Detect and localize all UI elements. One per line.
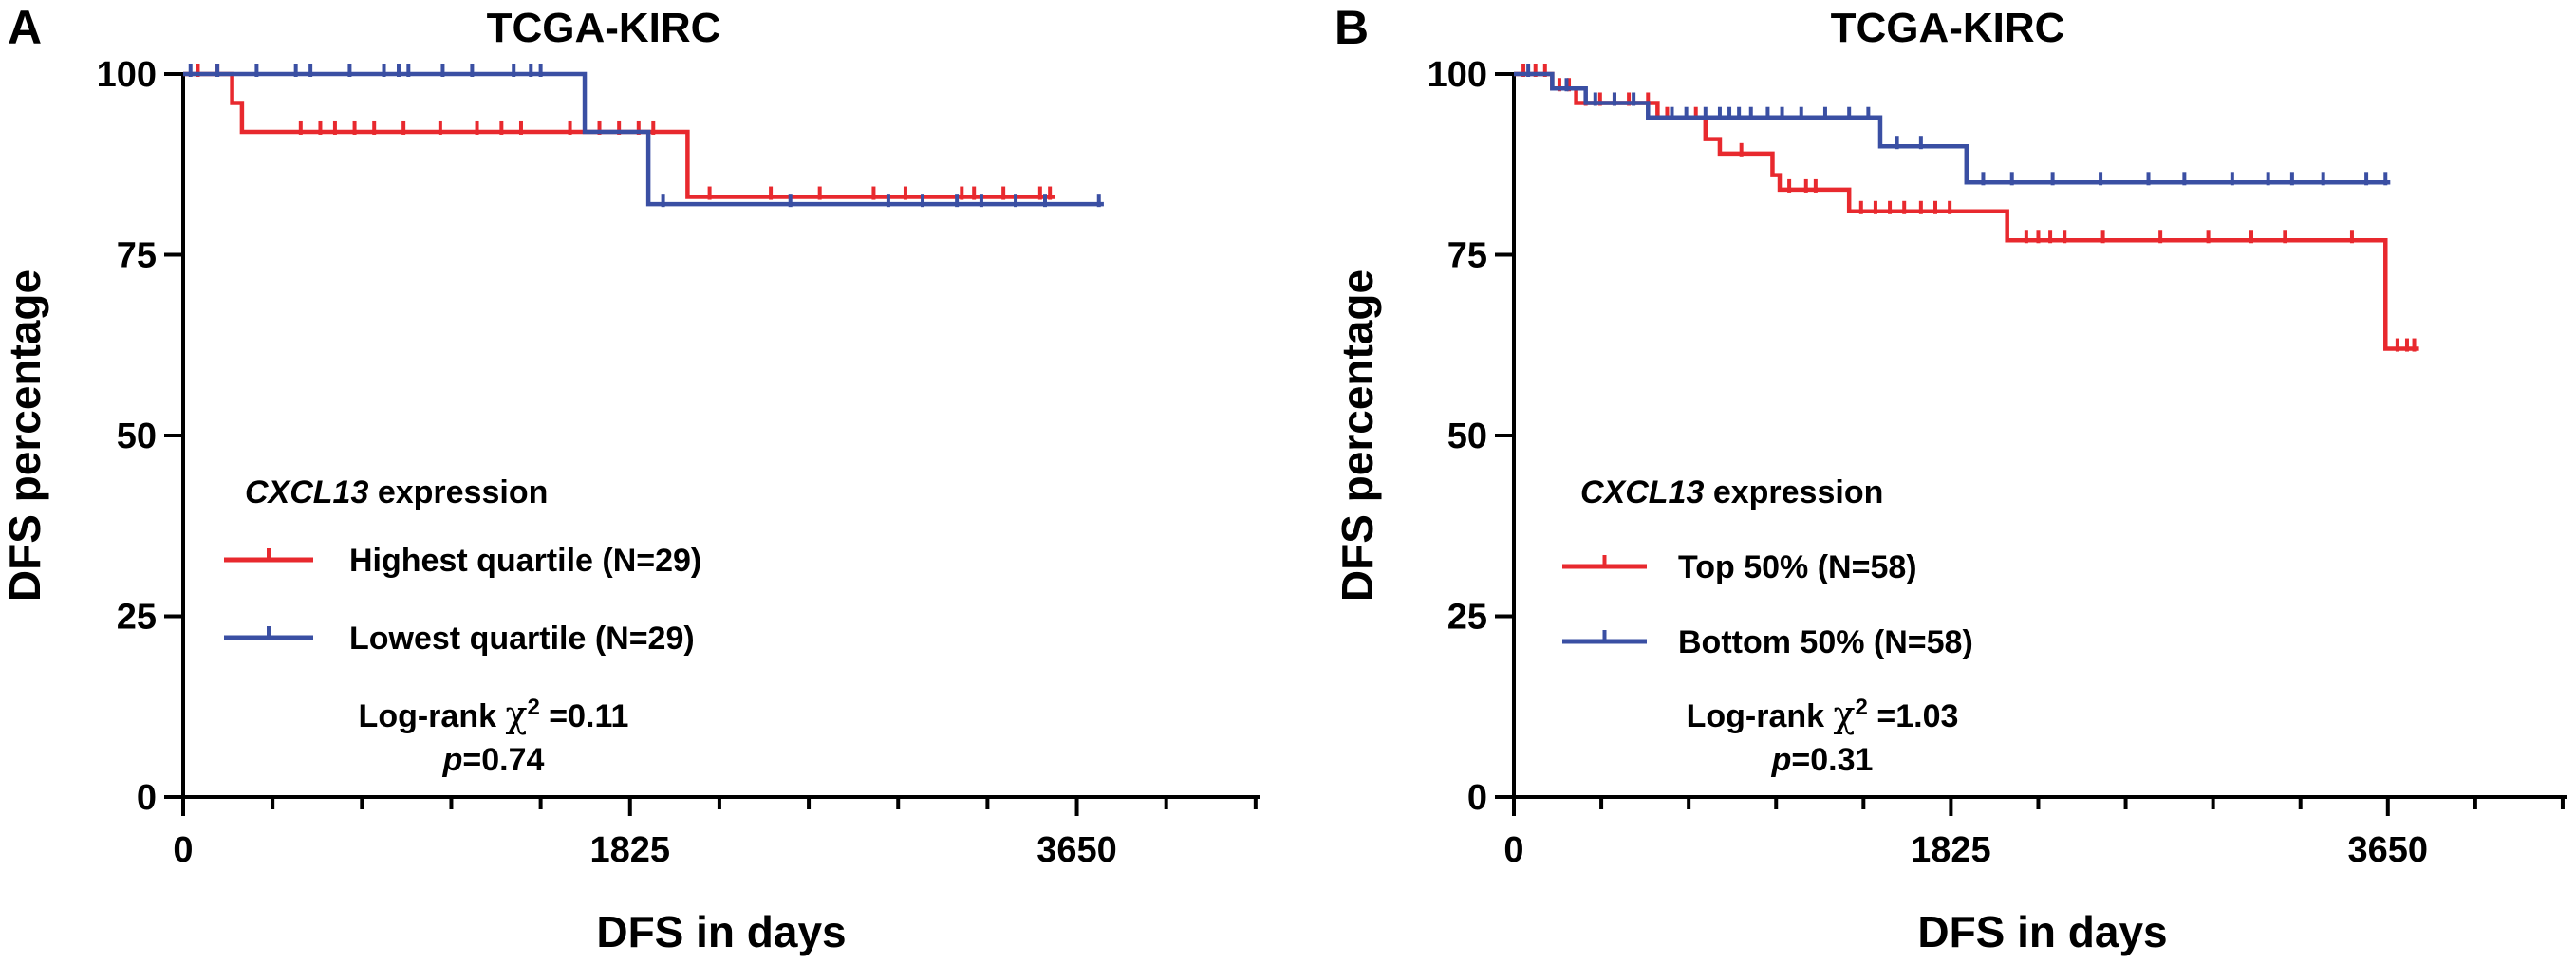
y-tick-label: 100 — [1428, 55, 1487, 95]
legend-label: Top 50% (N=58) — [1678, 549, 1917, 585]
y-axis-label: DFS percentage — [1333, 269, 1382, 602]
chart-panel-a: A TCGA-KIRC 0 25 50 75 100 0 1825 3650 DFS in days… — [0, 1, 1260, 956]
panel-letter: B — [1335, 1, 1369, 54]
y-tick-label: 0 — [1467, 778, 1487, 818]
survival-curve — [183, 71, 1104, 207]
log-rank-stat: Log-rank χ2 =1.03 — [1687, 694, 1959, 735]
log-rank-stat: Log-rank χ2 =0.11 — [359, 694, 629, 735]
chart-panel-b: B TCGA-KIRC 0 25 50 75 100 0 1825 3650 DFS in days… — [1333, 1, 2567, 956]
y-tick-label: 100 — [97, 55, 157, 95]
legend-label: Lowest quartile (N=29) — [349, 621, 695, 657]
legend-item: Highest quartile (N=29) — [224, 543, 701, 579]
p-value: p=0.31 — [1771, 742, 1874, 778]
y-tick-label: 25 — [117, 598, 157, 638]
x-axis-label: DFS in days — [1917, 907, 2167, 956]
y-tick-label: 75 — [1447, 236, 1487, 276]
x-tick-label: 0 — [1503, 830, 1523, 870]
x-tick-label: 3650 — [1036, 830, 1117, 870]
series-blue — [1514, 64, 2391, 186]
legend-item: Lowest quartile (N=29) — [224, 621, 695, 657]
x-tick-label: 0 — [173, 830, 193, 870]
survival-curve — [1514, 71, 2391, 185]
p-value: p=0.74 — [442, 742, 545, 778]
legend-title: CXCL13 expression — [1580, 474, 1883, 510]
legend-item: Top 50% (N=58) — [1562, 549, 1917, 585]
y-tick-label: 0 — [137, 778, 157, 818]
x-tick-label: 1825 — [1911, 830, 1991, 870]
panel-letter: A — [8, 1, 42, 54]
x-axis-label: DFS in days — [596, 907, 846, 956]
y-tick-label: 50 — [117, 417, 157, 456]
legend-title: CXCL13 expression — [245, 474, 548, 510]
chart-title: TCGA-KIRC — [487, 5, 721, 51]
y-tick-label: 50 — [1447, 417, 1487, 456]
survival-curve — [1514, 71, 2419, 351]
y-tick-label: 25 — [1447, 598, 1487, 638]
legend-label: Highest quartile (N=29) — [349, 543, 701, 579]
legend-label: Bottom 50% (N=58) — [1678, 624, 1973, 660]
x-tick-label: 1825 — [589, 830, 670, 870]
x-tick-label: 3650 — [2348, 830, 2429, 870]
series-blue — [183, 64, 1104, 208]
legend-item: Bottom 50% (N=58) — [1562, 624, 1973, 660]
chart-title: TCGA-KIRC — [1831, 5, 2065, 51]
y-axis-label: DFS percentage — [0, 269, 49, 602]
y-tick-label: 75 — [117, 236, 157, 276]
survival-curve — [183, 71, 1055, 199]
